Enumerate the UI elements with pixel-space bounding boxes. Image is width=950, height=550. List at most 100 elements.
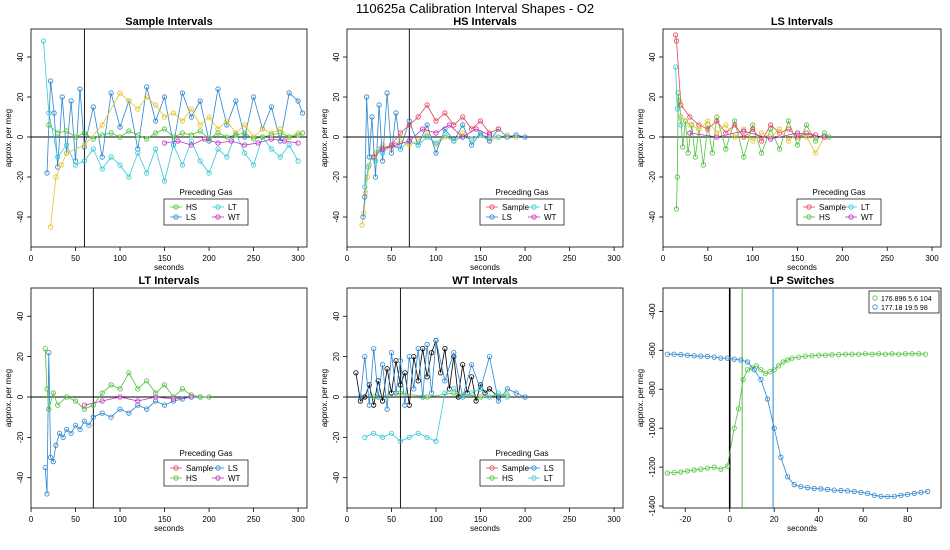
plot-frame [662, 287, 942, 509]
data-point [117, 90, 123, 96]
y-tick-label: 20 [332, 352, 341, 361]
y-tick-label: -20 [332, 171, 341, 183]
data-point [822, 352, 829, 358]
data-point [161, 178, 168, 184]
data-point [117, 162, 123, 168]
series-line [360, 340, 526, 410]
data-point [460, 134, 466, 140]
data-layer [664, 351, 931, 500]
data-point [889, 351, 895, 357]
series-lt [362, 132, 501, 190]
panel-title: WT Intervals [452, 275, 517, 287]
legend-entry: LT [528, 474, 553, 483]
data-point [803, 122, 810, 128]
x-tick-label: 250 [881, 254, 895, 263]
y-tick-label: -20 [332, 431, 341, 443]
data-point [362, 434, 368, 440]
data-point [871, 492, 877, 498]
data-point [64, 142, 70, 148]
data-point [58, 162, 64, 168]
y-tick-label: 40 [332, 311, 341, 320]
y-tick-label: 20 [16, 92, 25, 101]
y-tick-label: -40 [332, 211, 341, 223]
data-point [767, 136, 774, 142]
legend-entry: 177.18 19.5 98 [872, 304, 928, 312]
legend-title: Preceding Gas [180, 449, 233, 458]
data-point [99, 122, 105, 128]
legend-title: Preceding Gas [180, 188, 233, 197]
series-line [689, 130, 825, 140]
data-point [406, 138, 412, 144]
data-point [206, 170, 212, 176]
data-point [767, 369, 773, 375]
data-point [415, 378, 421, 384]
legend-label: WT [228, 213, 241, 222]
data-point [718, 355, 724, 361]
data-point [108, 90, 114, 96]
data-point [911, 490, 917, 496]
data-point [785, 118, 792, 124]
data-point [718, 466, 724, 472]
data-point [751, 367, 757, 373]
data-point [224, 154, 230, 160]
data-point [242, 122, 248, 128]
data-point [299, 130, 306, 136]
legend-marker [173, 475, 179, 481]
y-tick-label: -40 [648, 211, 657, 223]
data-point [259, 126, 266, 132]
legend-marker [848, 214, 854, 220]
x-tick-label: 300 [607, 254, 621, 263]
data-point [90, 146, 96, 152]
y-tick-label: -20 [16, 171, 25, 183]
panel-6: LP Switches -20 0 20 40 60 80 seconds -1400 -1200… [636, 275, 942, 533]
data-point [696, 122, 702, 128]
data-point [415, 430, 421, 436]
data-point [486, 394, 493, 400]
data-point [175, 138, 181, 144]
data-point [144, 378, 150, 384]
data-point [898, 492, 904, 498]
data-point [366, 402, 372, 408]
data-point [233, 98, 239, 104]
data-point [44, 491, 50, 497]
y-tick-label: -1400 [648, 495, 657, 516]
data-point [179, 396, 185, 402]
data-point [495, 390, 501, 396]
data-point [437, 370, 444, 376]
x-tick-label: 200 [202, 515, 216, 524]
data-point [424, 102, 430, 108]
legend-title: Preceding Gas [813, 188, 866, 197]
y-axis-label: approx. per meg [4, 109, 13, 167]
data-point [46, 122, 52, 128]
legend-marker [872, 295, 878, 301]
data-point [406, 122, 412, 128]
legend-marker [531, 465, 537, 471]
legend-entry: HS [803, 213, 830, 222]
data-point [86, 422, 92, 428]
data-point [424, 434, 430, 440]
data-point [836, 351, 842, 358]
x-tick-label: 300 [291, 515, 305, 524]
data-point [215, 146, 221, 152]
data-point [709, 150, 715, 156]
legend-entry: LS [528, 464, 554, 473]
data-point [925, 488, 931, 495]
data-point [705, 126, 711, 132]
x-tick-label: 150 [158, 515, 172, 524]
data-point [812, 138, 819, 144]
data-point [878, 493, 884, 499]
data-point [144, 406, 150, 412]
x-tick-label: 250 [563, 515, 577, 524]
data-point [477, 132, 484, 138]
data-point [108, 382, 114, 388]
x-axis-label: seconds [470, 524, 500, 533]
data-point [428, 349, 435, 356]
data-point [723, 146, 729, 152]
data-point [711, 354, 717, 360]
x-tick-label: 300 [607, 515, 621, 524]
legend-marker [531, 475, 537, 481]
data-point [771, 425, 777, 431]
data-point [99, 166, 105, 172]
data-point [53, 174, 59, 180]
